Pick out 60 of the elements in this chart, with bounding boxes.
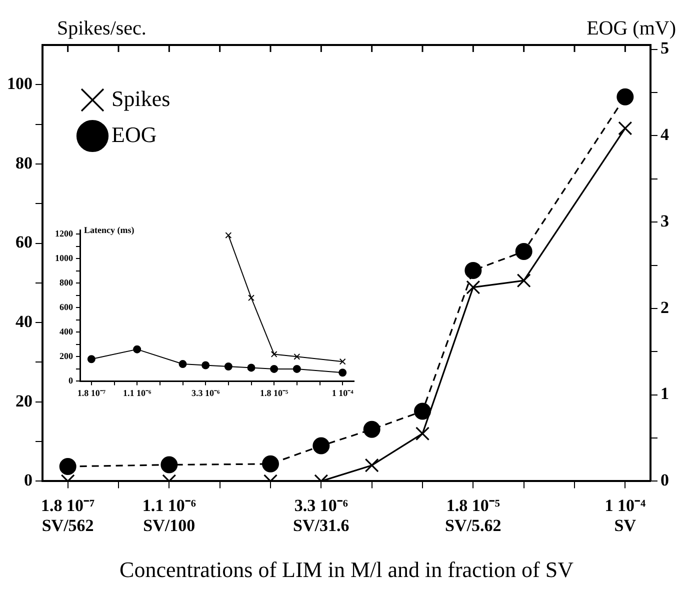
point bbox=[312, 437, 330, 454]
x-tick-label: 1.1 10⁻⁶ bbox=[122, 388, 152, 398]
point bbox=[616, 88, 634, 106]
point bbox=[294, 353, 300, 360]
y2-tick-label: 5 bbox=[660, 38, 669, 58]
y-tick-label: 100 bbox=[7, 74, 32, 94]
x-tick-label: 1 10⁻⁴ bbox=[332, 388, 354, 398]
legend-label: Spikes bbox=[112, 86, 170, 111]
y-tick-label: 400 bbox=[60, 326, 74, 336]
point bbox=[339, 358, 346, 365]
y-tick-label: 40 bbox=[16, 312, 32, 331]
y-axis-title: Spikes/sec. bbox=[57, 17, 146, 40]
y2-tick-label: 2 bbox=[660, 298, 669, 317]
y-tick-label: 0 bbox=[24, 470, 32, 490]
x-tick-label: 1.8 10⁻⁷ SV/562 bbox=[41, 496, 95, 536]
point bbox=[414, 402, 431, 420]
x-tick-label: 3.3 10⁻⁶ SV/31.6 bbox=[293, 496, 350, 536]
point bbox=[466, 280, 480, 294]
point bbox=[363, 420, 380, 438]
y-axis-title: Latency (ms) bbox=[84, 225, 134, 236]
x-tick-label: 1.1 10⁻⁶ SV/100 bbox=[142, 496, 196, 536]
point bbox=[225, 232, 232, 239]
point bbox=[202, 361, 210, 370]
point bbox=[178, 360, 187, 368]
point bbox=[160, 456, 178, 474]
point bbox=[292, 364, 301, 373]
x-tick-label: 1.8 10⁻⁷ bbox=[77, 388, 106, 398]
point bbox=[87, 355, 96, 364]
y2-tick-label: 1 bbox=[660, 384, 669, 404]
x-tick-label: 1.8 10⁻⁵ bbox=[260, 388, 288, 398]
y2-tick-label: 4 bbox=[660, 125, 670, 144]
y-tick-label: 800 bbox=[60, 277, 74, 288]
point bbox=[248, 294, 254, 302]
point bbox=[133, 345, 142, 354]
point bbox=[247, 364, 256, 372]
point bbox=[515, 242, 532, 260]
y-tick-label: 20 bbox=[16, 391, 32, 410]
point bbox=[262, 455, 279, 472]
y2-tick-label: 3 bbox=[660, 211, 669, 230]
x-tick-label: 1 10⁻⁴ SV bbox=[604, 496, 646, 536]
point bbox=[270, 351, 278, 358]
y-tick-label: 60 bbox=[16, 232, 32, 252]
y-tick-label: 0 bbox=[68, 376, 74, 386]
y2-axis-title: EOG (mV) bbox=[586, 17, 676, 40]
point bbox=[516, 274, 531, 288]
point bbox=[224, 362, 232, 370]
y-tick-label: 1200 bbox=[55, 228, 74, 238]
point bbox=[338, 368, 347, 377]
y-tick-label: 1000 bbox=[55, 252, 74, 263]
point bbox=[59, 458, 76, 476]
y-tick-label: 600 bbox=[60, 302, 74, 312]
legend-label: EOG bbox=[112, 122, 157, 147]
y-tick-label: 80 bbox=[16, 153, 32, 172]
x-tick-label: 3.3 10⁻⁶ bbox=[191, 388, 220, 398]
point bbox=[270, 364, 278, 373]
x-axis-title: Concentrations of LIM in M/l and in fraction of SV bbox=[120, 556, 574, 582]
y-tick-label: 200 bbox=[60, 351, 74, 362]
y2-tick-label: 0 bbox=[660, 470, 669, 490]
point bbox=[464, 262, 482, 279]
x-tick-label: 1.8 10⁻⁵ SV/5.62 bbox=[445, 496, 502, 536]
